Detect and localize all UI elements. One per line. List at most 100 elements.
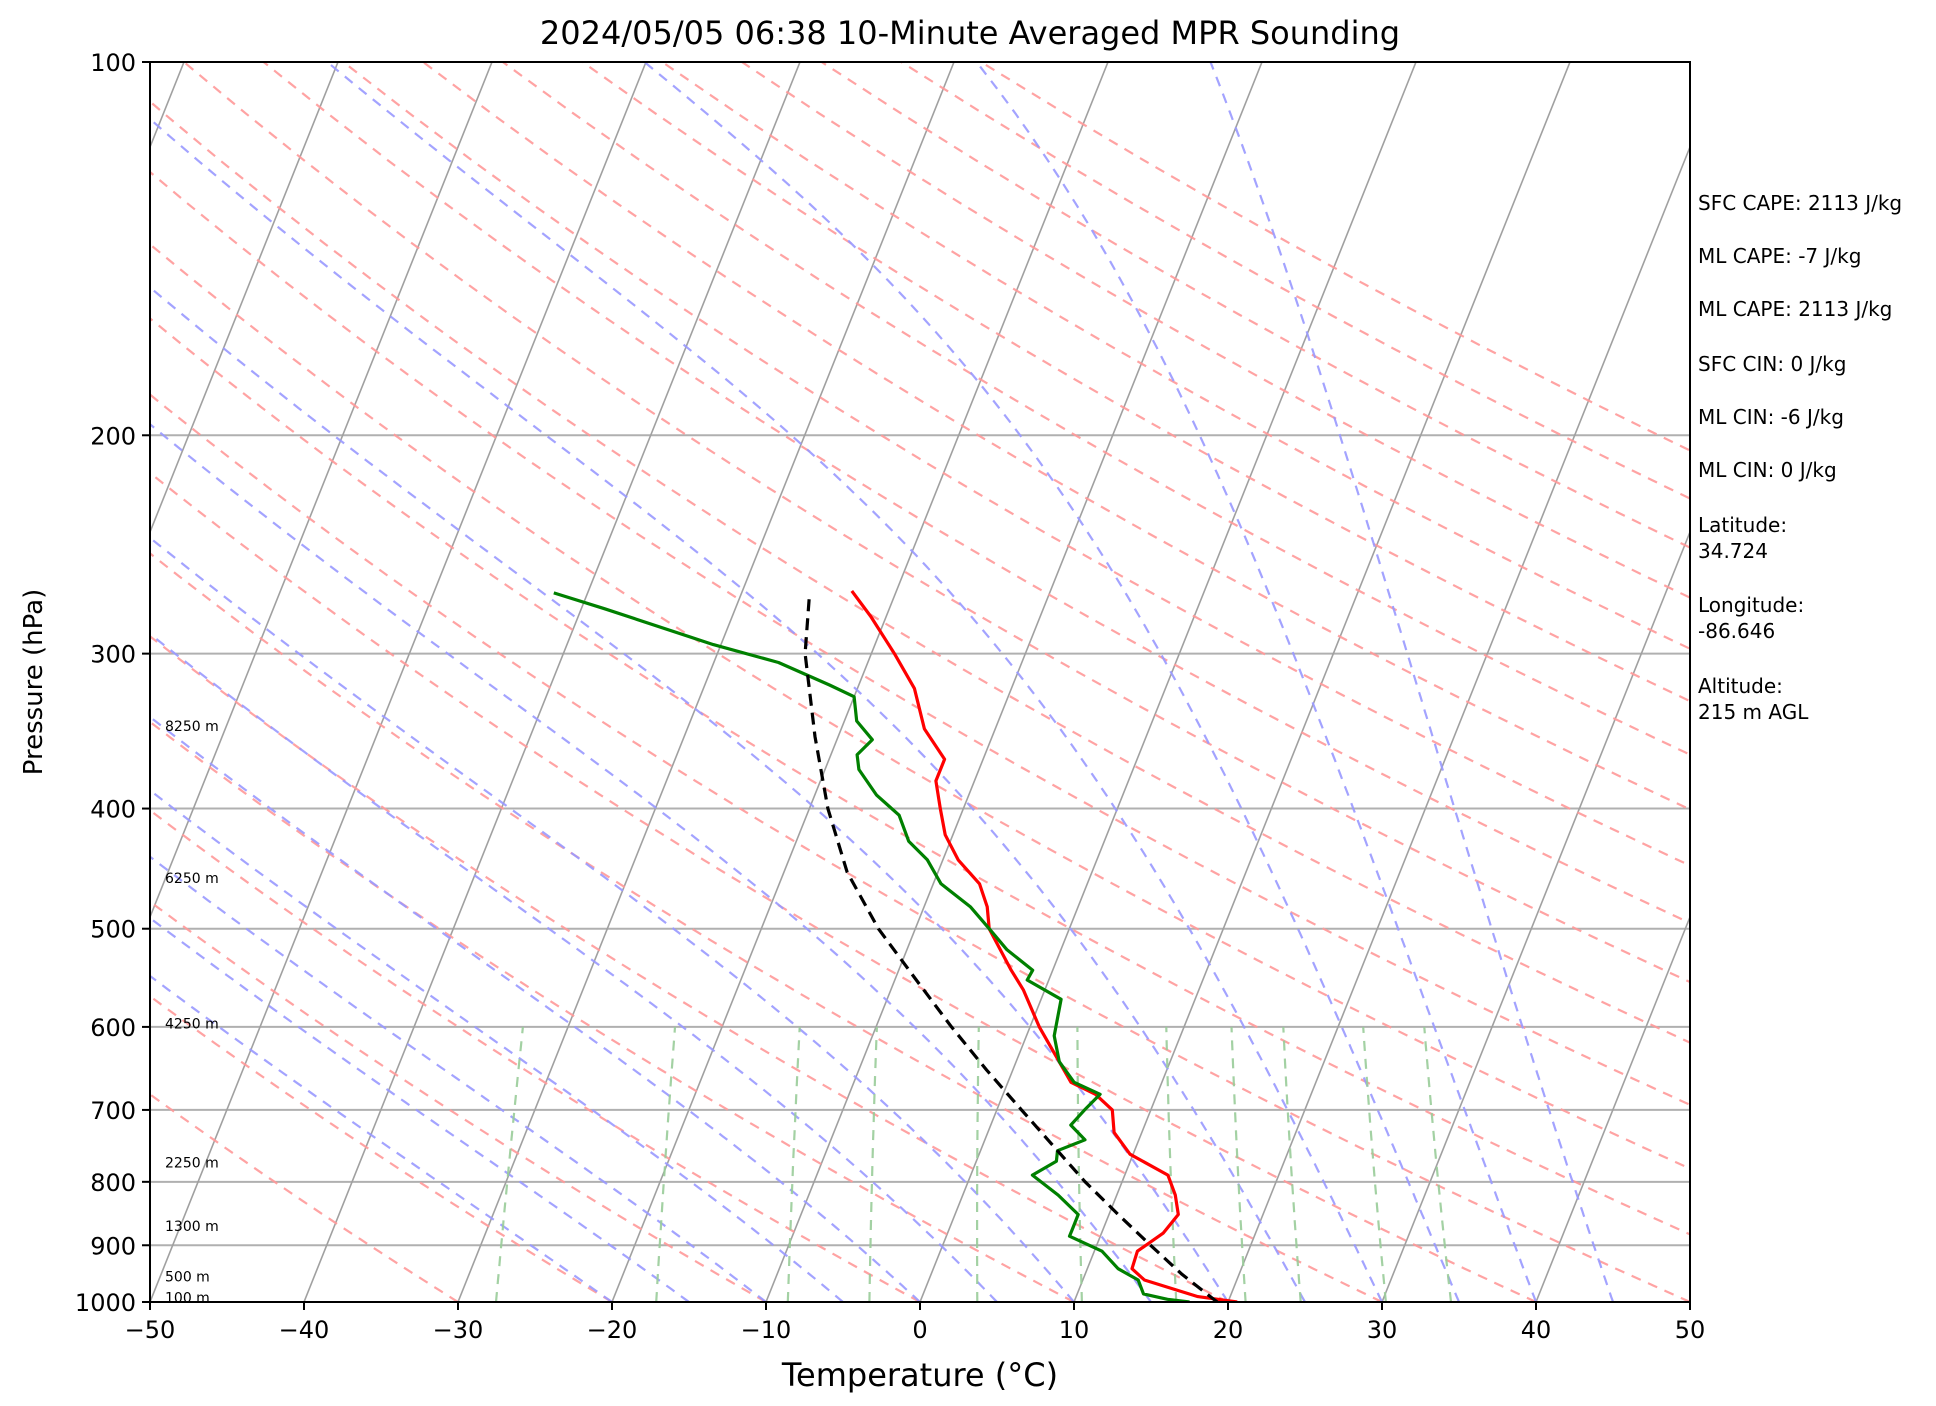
ml-cape-text: ML CAPE: -7 J/kg [1698,244,1861,268]
isotherm-line [1535,914,1690,1302]
dry-adiabat-line [342,62,1690,867]
dry-adiabat-line [150,317,1690,1236]
x-axis-label: Temperature (°C) [781,1356,1058,1394]
moist-adiabat-line [150,974,613,1302]
sfc-cin-text: SFC CIN: 0 J/kg [1698,352,1846,376]
height-label: 6250 m [165,871,219,887]
height-labels: 100 m 500 m 1300 m 2250 m 4250 m 6250 m 8250 m [165,719,219,1307]
isotherm-line [150,62,339,535]
x-tick-label: 50 [1675,1316,1706,1344]
dewpoint-line [553,591,1190,1302]
latitude-value: 34.724 [1698,539,1768,563]
x-tick-label: 30 [1367,1316,1398,1344]
isotherm-line [150,62,493,920]
mixing-ratio-line [976,1026,980,1302]
moist-adiabat-line [150,916,690,1302]
isotherm-line [150,62,647,1302]
moist-adiabat-line [975,62,1538,1302]
dry-adiabat-line [150,100,1690,1044]
y-tick-label: 300 [90,641,136,669]
dry-adiabat-line [581,62,1690,703]
chart-title: 2024/05/05 06:38 10-Minute Averaged MPR … [540,14,1400,52]
y-tick-label: 1000 [75,1289,136,1317]
dry-adiabat-line [150,170,1690,1106]
dry-adiabat-line [150,393,1690,1302]
x-tick-label: −10 [741,1316,792,1344]
parcel-line [803,596,1219,1302]
height-label: 1300 m [165,1219,219,1235]
temperature-line [850,589,1238,1302]
x-tick-label: 20 [1213,1316,1244,1344]
altitude-label: Altitude: [1698,674,1783,698]
mixing-ratio-line [1423,1026,1453,1302]
y-tick-label: 100 [90,49,136,77]
dry-adiabat-line [150,994,613,1302]
mixing-ratio-line [868,1026,878,1302]
mixing-ratio-line [1362,1026,1387,1302]
longitude-label: Longitude: [1698,593,1804,617]
x-tick-label: −40 [279,1316,330,1344]
height-label: 100 m [165,1291,210,1307]
moist-adiabat-line [1209,62,1615,1302]
sfc-cape-text: SFC CAPE: 2113 J/kg [1698,191,1902,215]
isotherm-line [919,62,1417,1302]
moist-adiabat-line [150,422,1152,1302]
y-tick-label: 400 [90,796,136,824]
series-group [553,589,1238,1302]
x-tick-label: −20 [587,1316,638,1344]
isotherm-line [765,62,1263,1302]
isotherm-line [1381,529,1690,1302]
moist-adiabat-line [150,715,921,1302]
dry-adiabat-line [150,552,1383,1302]
x-tick-label: 0 [912,1316,927,1344]
moist-adiabat-line [326,62,1383,1302]
dry-adiabat-line [150,900,767,1302]
ml-cape-text-2: ML CAPE: 2113 J/kg [1698,297,1892,321]
x-tick-label: 10 [1059,1316,1090,1344]
y-tick-label: 500 [90,916,136,944]
isotherm-line [303,62,801,1302]
isotherm-line [1073,62,1571,1302]
height-label: 500 m [165,1270,210,1286]
y-tick-label: 700 [90,1097,136,1125]
x-tick-label: −30 [433,1316,484,1344]
longitude-value: -86.646 [1698,619,1775,643]
x-tick-label: 40 [1521,1316,1552,1344]
background-lines [150,62,1690,1302]
axis-ticks: −50 −40 −30 −20 −10 0 10 20 30 40 50 100 200 300 400 50… [75,49,1705,1344]
dry-adiabat-line [150,471,1537,1302]
dry-adiabat-line [150,720,1075,1302]
isotherm-line [1227,144,1690,1302]
mixing-ratio-line [1282,1026,1302,1302]
mixing-ratio-line [655,1026,677,1302]
moist-adiabat-line [150,536,1075,1302]
moist-adiabat-line [150,285,1229,1302]
ml-cin-text-2: ML CIN: 0 J/kg [1698,458,1837,482]
mixing-ratio-line [786,1026,801,1302]
mixing-ratio-line [1165,1026,1178,1302]
mixing-ratio-line [494,1026,524,1302]
dry-adiabat-line [741,62,1690,599]
isotherm-line [611,62,1109,1302]
altitude-value: 215 m AGL [1698,700,1809,724]
y-axis-label: Pressure (hPa) [19,589,49,776]
moist-adiabat-line [150,855,767,1302]
latitude-label: Latitude: [1698,513,1787,537]
height-label: 4250 m [165,1016,219,1032]
y-tick-label: 900 [90,1232,136,1260]
side-panel: SFC CAPE: 2113 J/kg ML CAPE: -7 J/kg ML … [1698,191,1902,724]
dry-adiabat-line [183,62,1690,984]
height-label: 2250 m [165,1156,219,1172]
mixing-ratio-line [1230,1026,1247,1302]
y-tick-label: 600 [90,1014,136,1042]
y-tick-label: 200 [90,422,136,450]
ml-cin-text: ML CIN: -6 J/kg [1698,405,1844,429]
isotherm-line [457,62,955,1302]
moist-adiabat-line [643,62,1461,1302]
y-tick-label: 800 [90,1169,136,1197]
height-label: 8250 m [165,719,219,735]
moist-adiabat-line [150,788,844,1302]
x-tick-label: −50 [125,1316,176,1344]
